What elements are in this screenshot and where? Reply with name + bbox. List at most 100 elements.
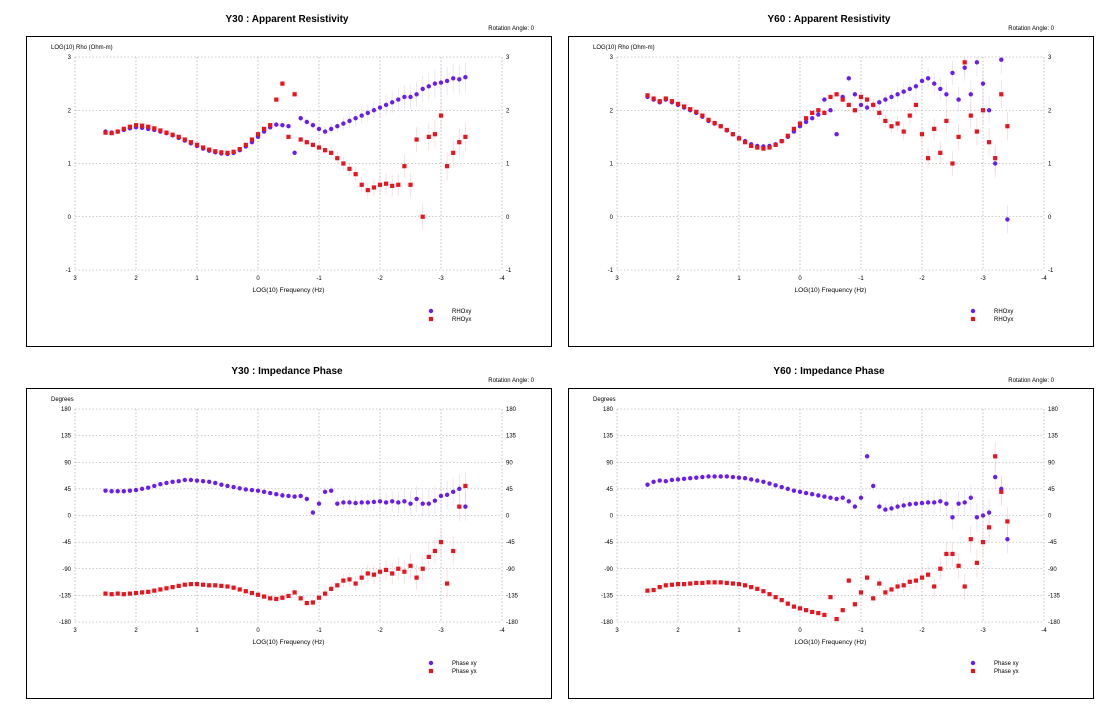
data-point-phase-xy [846, 499, 851, 504]
data-point-rhoxy [907, 86, 912, 92]
data-point-phase-yx [255, 592, 261, 597]
data-point-phase-xy [834, 496, 839, 502]
data-point-rhoxy [292, 150, 297, 156]
data-point-rhoyx [298, 137, 303, 142]
x-tick-label: 3 [615, 276, 619, 282]
data-point-phase-yx [115, 591, 120, 596]
data-point-rhoxy [402, 94, 407, 100]
data-point-phase-xy [127, 488, 133, 493]
data-point-phase-xy [457, 486, 462, 492]
data-point-rhoxy [298, 116, 303, 121]
data-point-rhoxy [371, 108, 377, 113]
y-tick-label-left: -1 [66, 268, 72, 274]
data-point-phase-yx [176, 583, 181, 589]
data-point-phase-yx [262, 594, 267, 599]
data-point-phase-xy [121, 489, 127, 494]
data-point-phase-yx [432, 548, 437, 554]
data-point-rhoxy [463, 75, 468, 80]
y-tick-label-left: -135 [59, 593, 72, 599]
y-tick-label-right: -180 [506, 620, 519, 626]
legend-marker [970, 660, 976, 666]
y-tick-label-left: 1 [68, 162, 72, 168]
data-point-rhoxy [457, 77, 462, 82]
data-point-rhoyx [347, 166, 352, 171]
data-point-phase-xy [712, 474, 717, 479]
y-tick-label-right: 180 [506, 407, 517, 413]
data-point-rhoyx [901, 129, 906, 134]
data-point-phase-xy [377, 499, 383, 504]
x-tick-label: -2 [919, 276, 925, 282]
data-point-phase-xy [797, 489, 803, 495]
legend-label: Phase xy [994, 661, 1019, 667]
data-point-rhoyx [445, 164, 450, 169]
x-tick-label: 2 [134, 628, 138, 634]
data-point-phase-xy [280, 493, 285, 498]
data-point-phase-yx [645, 588, 650, 593]
chart-frame: Degrees -180 -180 -135 -135 -90 -90 -45 -45 0 0 45 4… [26, 388, 552, 699]
data-point-phase-yx [219, 583, 224, 589]
data-point-phase-yx [457, 504, 462, 509]
data-point-phase-yx [907, 579, 912, 584]
x-axis-label: LOG(10) Frequency (Hz) [253, 639, 325, 646]
y-tick-label-right: 2 [506, 108, 510, 114]
data-point-rhoyx [176, 134, 181, 139]
y-tick-label-left: 90 [64, 460, 71, 466]
data-point-rhoyx [834, 92, 839, 97]
data-point-rhoyx [913, 102, 918, 108]
data-point-phase-xy [274, 492, 279, 497]
y-tick-label-left: 180 [603, 407, 614, 413]
y-tick-label-left: 0 [610, 215, 614, 221]
chart-svg-y60-resistivity: LOG(10) Rho (Ohm-m) -1 -1 0 0 1 1 2 2 3 3 3 2 1 0 -1 -2 -… [593, 45, 1054, 323]
data-point-rhoyx [883, 118, 888, 123]
data-point-phase-xy [749, 477, 754, 482]
y-tick-label-right: -135 [1048, 593, 1061, 599]
data-point-rhoxy [932, 81, 937, 86]
data-point-phase-xy [681, 476, 687, 482]
y-tick-label-right: 1 [1048, 162, 1052, 168]
data-point-phase-yx [700, 580, 705, 586]
data-point-rhoyx [127, 124, 132, 129]
data-point-phase-xy [463, 504, 468, 509]
y-tick-label-right: 180 [1048, 407, 1059, 413]
legend-marker [970, 316, 976, 322]
data-point-phase-yx [133, 590, 139, 596]
data-point-rhoxy [846, 76, 851, 81]
data-point-phase-yx [669, 582, 674, 587]
data-point-phase-xy [803, 490, 809, 496]
data-point-rhoyx [712, 120, 717, 126]
error-bars [105, 63, 466, 156]
data-point-rhoxy [347, 118, 352, 124]
data-point-phase-xy [322, 489, 328, 495]
data-point-phase-xy [907, 502, 912, 507]
data-point-rhoxy [895, 92, 900, 97]
data-point-phase-yx [810, 609, 815, 615]
data-point-phase-yx [408, 563, 413, 568]
data-point-rhoyx [852, 108, 857, 113]
error-bars [105, 474, 466, 521]
data-point-phase-xy [225, 483, 230, 489]
data-point-rhoyx [956, 134, 961, 139]
data-point-rhoyx [231, 149, 236, 154]
data-point-rhoyx [810, 110, 815, 116]
data-point-rhoxy [816, 112, 821, 117]
y-tick-label-right: -45 [506, 540, 515, 546]
data-point-phase-xy [335, 501, 340, 506]
data-point-phase-xy [237, 486, 242, 491]
data-point-phase-yx [767, 592, 772, 597]
y-tick-label-left: -180 [59, 620, 72, 626]
rotation-angle-label: Rotation Angle: 0 [1008, 26, 1054, 32]
data-point-rhoyx [152, 126, 157, 131]
data-point-rhoyx [188, 140, 193, 145]
x-tick-label: -4 [1041, 276, 1047, 282]
data-point-phase-yx [993, 454, 998, 459]
data-point-rhoyx [292, 92, 297, 97]
chart-frame: LOG(10) Rho (Ohm-m) -1 -1 0 0 1 1 2 2 3 3 3 2 1 0 -1 -2 -… [26, 36, 552, 347]
data-point-rhoyx [730, 132, 735, 137]
data-point-phase-yx [883, 590, 888, 595]
y-tick-label-right: 0 [506, 514, 510, 520]
x-tick-label: -3 [438, 628, 444, 634]
data-point-phase-xy [310, 510, 316, 515]
data-point-rhoxy [828, 108, 833, 113]
data-point-phase-xy [396, 500, 401, 505]
data-point-phase-yx [402, 569, 407, 574]
